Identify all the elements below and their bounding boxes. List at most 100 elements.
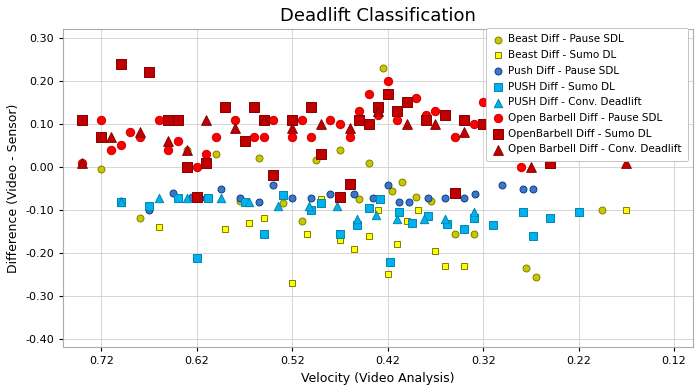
Beast Diff - Pause SDL [162,142,174,149]
OpenBarbell Diff - Sumo DL [401,99,412,105]
PUSH Diff - Sumo DL [315,200,326,207]
OpenBarbell Diff - Sumo DL [306,103,317,110]
Open Barbell Diff - Conv. Deadlift [372,108,384,114]
PUSH Diff - Sumo DL [363,205,374,211]
Open Barbell Diff - Pause SDL [182,164,193,170]
OpenBarbell Diff - Sumo DL [248,103,260,110]
Open Barbell Diff - Pause SDL [335,121,346,127]
Push Diff - Pause SDL [368,195,379,201]
PUSH Diff - Sumo DL [545,215,556,221]
PUSH Diff - Sumo DL [351,222,363,228]
PUSH Diff - Conv. Deadlift [303,203,314,210]
Beast Diff - Pause SDL [597,207,608,213]
Push Diff - Pause SDL [440,195,451,201]
Open Barbell Diff - Conv. Deadlift [201,116,212,123]
Push Diff - Pause SDL [287,195,298,201]
Beast Diff - Pause SDL [211,151,222,157]
Open Barbell Diff - Pause SDL [344,134,355,140]
Open Barbell Diff - Conv. Deadlift [134,129,145,136]
Push Diff - Pause SDL [144,207,155,213]
Open Barbell Diff - Pause SDL [106,147,117,153]
Open Barbell Diff - Pause SDL [592,138,603,144]
Open Barbell Diff - Conv. Deadlift [162,138,174,144]
Push Diff - Pause SDL [234,195,246,201]
PUSH Diff - Conv. Deadlift [272,203,284,210]
OpenBarbell Diff - Sumo DL [191,194,202,200]
PUSH Diff - Conv. Deadlift [351,216,363,223]
Open Barbell Diff - Conv. Deadlift [430,121,441,127]
Open Barbell Diff - Pause SDL [516,164,527,170]
OpenBarbell Diff - Sumo DL [335,194,346,200]
Beast Diff - Sumo DL [349,245,360,252]
PUSH Diff - Sumo DL [115,199,126,205]
Open Barbell Diff - Pause SDL [153,116,164,123]
OpenBarbell Diff - Sumo DL [201,160,212,166]
Open Barbell Diff - Pause SDL [201,151,212,157]
Beast Diff - Sumo DL [621,207,632,213]
PUSH Diff - Sumo DL [517,209,528,215]
Open Barbell Diff - Pause SDL [354,108,365,114]
Push Diff - Pause SDL [349,191,360,197]
Push Diff - Pause SDL [517,186,528,192]
Push Diff - Pause SDL [422,195,433,201]
Push Diff - Pause SDL [201,195,212,201]
Open Barbell Diff - Pause SDL [382,78,393,84]
PUSH Diff - Sumo DL [527,232,538,239]
Push Diff - Pause SDL [496,182,507,188]
OpenBarbell Diff - Sumo DL [172,116,183,123]
Open Barbell Diff - Conv. Deadlift [106,134,117,140]
Beast Diff - Pause SDL [377,65,388,71]
Open Barbell Diff - Pause SDL [545,125,556,131]
Beast Diff - Sumo DL [244,220,255,226]
Open Barbell Diff - Pause SDL [96,116,107,123]
Open Barbell Diff - Pause SDL [525,125,536,131]
PUSH Diff - Conv. Deadlift [468,209,480,215]
OpenBarbell Diff - Sumo DL [267,172,279,179]
OpenBarbell Diff - Sumo DL [545,160,556,166]
Beast Diff - Sumo DL [382,271,393,278]
PUSH Diff - Conv. Deadlift [371,212,382,218]
Beast Diff - Pause SDL [354,196,365,202]
Push Diff - Pause SDL [306,195,317,201]
Beast Diff - Pause SDL [363,160,374,166]
Open Barbell Diff - Pause SDL [477,99,489,105]
PUSH Diff - Conv. Deadlift [244,199,255,205]
Open Barbell Diff - Pause SDL [401,99,412,105]
Beast Diff - Pause SDL [182,147,193,153]
OpenBarbell Diff - Sumo DL [566,134,577,140]
Open Barbell Diff - Pause SDL [191,164,202,170]
PUSH Diff - Conv. Deadlift [153,195,164,201]
Open Barbell Diff - Pause SDL [267,116,279,123]
Beast Diff - Pause SDL [573,108,584,114]
Open Barbell Diff - Pause SDL [449,134,460,140]
PUSH Diff - Sumo DL [239,199,250,205]
Open Barbell Diff - Pause SDL [77,160,88,166]
Push Diff - Pause SDL [215,186,226,192]
Beast Diff - Sumo DL [401,218,412,224]
Open Barbell Diff - Pause SDL [325,116,336,123]
Open Barbell Diff - Conv. Deadlift [230,125,241,131]
OpenBarbell Diff - Sumo DL [258,116,270,123]
Beast Diff - Pause SDL [277,200,288,207]
OpenBarbell Diff - Sumo DL [458,116,470,123]
Beast Diff - Pause SDL [253,155,265,162]
PUSH Diff - Sumo DL [573,209,584,215]
Beast Diff - Pause SDL [411,194,422,200]
Beast Diff - Pause SDL [468,230,480,237]
Beast Diff - Sumo DL [412,207,423,213]
OpenBarbell Diff - Sumo DL [382,91,393,97]
Open Barbell Diff - Pause SDL [306,134,317,140]
OpenBarbell Diff - Sumo DL [363,121,374,127]
Push Diff - Pause SDL [325,191,336,197]
PUSH Diff - Sumo DL [172,195,183,201]
PUSH Diff - Sumo DL [374,196,386,202]
Open Barbell Diff - Pause SDL [258,134,270,140]
Beast Diff - Pause SDL [425,198,436,204]
Open Barbell Diff - Pause SDL [411,95,422,101]
Open Barbell Diff - Pause SDL [162,147,174,153]
Beast Diff - Pause SDL [234,198,246,204]
PUSH Diff - Sumo DL [406,220,417,226]
Push Diff - Pause SDL [470,191,481,197]
OpenBarbell Diff - Sumo DL [115,60,126,67]
OpenBarbell Diff - Sumo DL [315,151,326,157]
